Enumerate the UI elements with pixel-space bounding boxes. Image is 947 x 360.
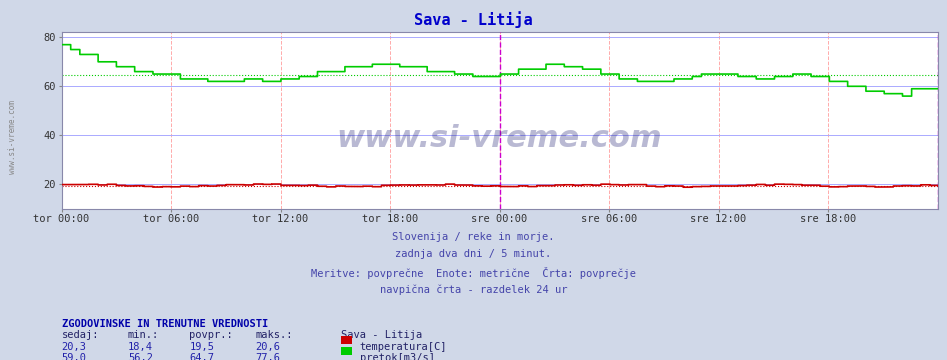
Text: 19,5: 19,5 [189, 342, 214, 352]
Text: Meritve: povprečne  Enote: metrične  Črta: povprečje: Meritve: povprečne Enote: metrične Črta:… [311, 267, 636, 279]
Text: 20,3: 20,3 [62, 342, 86, 352]
Text: povpr.:: povpr.: [189, 330, 233, 341]
Text: Sava - Litija: Sava - Litija [414, 11, 533, 28]
Text: min.:: min.: [128, 330, 159, 341]
Text: pretok[m3/s]: pretok[m3/s] [360, 353, 435, 360]
Text: temperatura[C]: temperatura[C] [360, 342, 447, 352]
Text: zadnja dva dni / 5 minut.: zadnja dva dni / 5 minut. [396, 249, 551, 260]
Text: 77,6: 77,6 [256, 353, 280, 360]
Text: maks.:: maks.: [256, 330, 294, 341]
Text: www.si-vreme.com: www.si-vreme.com [337, 124, 662, 153]
Text: Sava - Litija: Sava - Litija [341, 330, 422, 341]
Text: 64,7: 64,7 [189, 353, 214, 360]
Text: 20,6: 20,6 [256, 342, 280, 352]
Text: 18,4: 18,4 [128, 342, 152, 352]
Text: navpična črta - razdelek 24 ur: navpična črta - razdelek 24 ur [380, 284, 567, 294]
Text: 56,2: 56,2 [128, 353, 152, 360]
Text: 59,0: 59,0 [62, 353, 86, 360]
Text: sedaj:: sedaj: [62, 330, 99, 341]
Text: Slovenija / reke in morje.: Slovenija / reke in morje. [392, 232, 555, 242]
Text: www.si-vreme.com: www.si-vreme.com [8, 100, 17, 174]
Text: ZGODOVINSKE IN TRENUTNE VREDNOSTI: ZGODOVINSKE IN TRENUTNE VREDNOSTI [62, 319, 268, 329]
